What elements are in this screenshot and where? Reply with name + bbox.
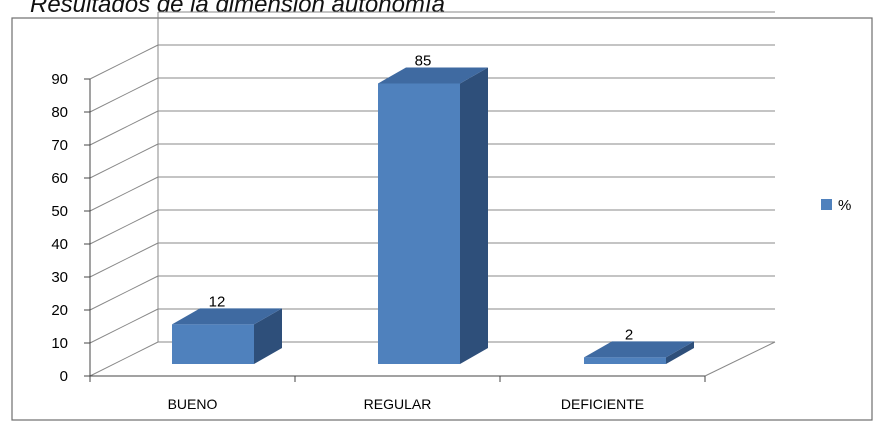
data-label: 12 xyxy=(209,293,226,310)
gridline-diagonal xyxy=(89,275,159,311)
y-tick-label: 20 xyxy=(51,302,68,319)
data-label: 85 xyxy=(415,53,432,70)
bars xyxy=(172,67,694,364)
floor-right-edge xyxy=(704,341,776,377)
bar-top-face xyxy=(584,341,694,358)
y-tick-label: 30 xyxy=(51,269,68,286)
gridline-diagonal xyxy=(89,77,159,113)
bar-bueno xyxy=(172,308,282,364)
data-labels: 12 85 2 xyxy=(209,53,634,344)
gridline-diagonal xyxy=(89,209,159,245)
gridline-diagonal xyxy=(89,44,159,80)
gridline-diagonal xyxy=(89,110,159,146)
axes: 0 10 20 30 40 50 60 70 80 90 BUENO REGULAR DEFICIENT… xyxy=(51,71,776,412)
y-tick-label: 0 xyxy=(60,368,68,385)
y-tick-label: 80 xyxy=(51,104,68,121)
bar-side-face xyxy=(254,308,282,364)
y-tick-label: 50 xyxy=(51,203,68,220)
y-tick-label: 90 xyxy=(51,71,68,88)
bar-top-face xyxy=(172,308,282,325)
y-tick-label: 10 xyxy=(51,335,68,352)
x-category-label: REGULAR xyxy=(364,396,432,412)
bar-side-face xyxy=(460,67,488,364)
legend-swatch xyxy=(821,199,832,210)
chart-title: Resultados de la dimensión autonomía xyxy=(30,0,445,18)
gridline-diagonal xyxy=(89,242,159,278)
gridline-diagonal xyxy=(89,143,159,179)
data-label: 2 xyxy=(625,326,633,343)
x-category-label: BUENO xyxy=(168,396,218,412)
legend-label: % xyxy=(838,197,851,214)
bar-deficiente xyxy=(584,341,694,364)
bar-regular xyxy=(378,67,488,364)
gridline-diagonal xyxy=(89,341,159,377)
y-tick-label: 70 xyxy=(51,137,68,154)
bar-front-face xyxy=(378,83,460,364)
bar-front-face xyxy=(584,357,666,364)
bar-front-face xyxy=(172,324,254,364)
legend: % xyxy=(821,197,851,214)
gridline-diagonal xyxy=(89,308,159,344)
y-tick-label: 40 xyxy=(51,236,68,253)
bar-top-face xyxy=(378,67,488,84)
y-tick-label: 60 xyxy=(51,170,68,187)
x-category-label: DEFICIENTE xyxy=(561,396,644,412)
bar-side-face xyxy=(666,341,694,364)
gridline-diagonal xyxy=(89,176,159,212)
